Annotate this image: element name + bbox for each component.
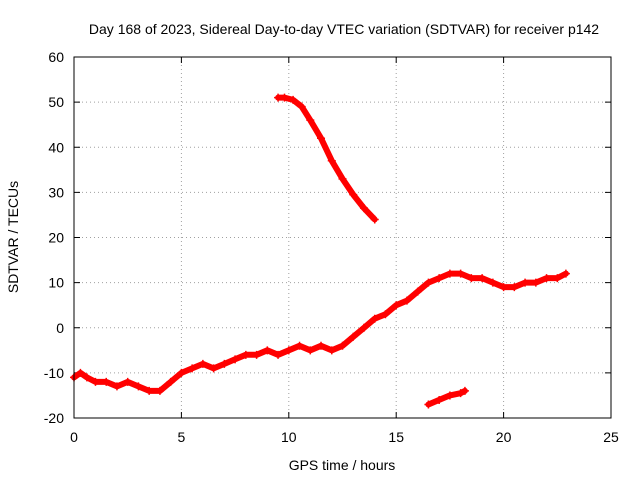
- x-tick-label: 5: [178, 429, 186, 445]
- data-point: [112, 382, 121, 391]
- y-tick-label: 60: [48, 49, 64, 65]
- data-point: [488, 278, 497, 287]
- data-point: [252, 350, 261, 359]
- data-point: [445, 269, 454, 278]
- data-point: [263, 346, 272, 355]
- data-points: [70, 93, 570, 409]
- chart-title: Day 168 of 2023, Sidereal Day-to-day VTE…: [89, 21, 599, 37]
- data-point: [338, 341, 347, 350]
- data-point: [349, 332, 358, 341]
- data-point: [531, 278, 540, 287]
- y-tick-label: -20: [44, 410, 64, 426]
- data-point: [82, 373, 91, 382]
- data-point: [123, 377, 132, 386]
- data-point: [542, 274, 551, 283]
- data-point: [424, 400, 433, 409]
- data-point: [381, 310, 390, 319]
- data-point: [445, 391, 454, 400]
- data-point: [435, 274, 444, 283]
- data-point: [306, 346, 315, 355]
- data-point: [338, 174, 347, 183]
- data-point: [306, 116, 315, 125]
- y-tick-label: -10: [44, 365, 64, 381]
- y-axis-label: SDTVAR / TECUs: [5, 181, 21, 293]
- data-point: [460, 386, 469, 395]
- data-point: [553, 274, 562, 283]
- data-point: [510, 283, 519, 292]
- data-point: [456, 269, 465, 278]
- x-tick-label: 15: [388, 429, 404, 445]
- data-point: [231, 355, 240, 364]
- series-main-trace: [70, 269, 570, 395]
- data-point: [91, 377, 100, 386]
- axis-ticks: 0 5 10 15 20 25 -20 -10 0 10 20 30 40 50 60: [44, 49, 619, 445]
- data-point: [188, 364, 197, 373]
- data-point: [435, 395, 444, 404]
- x-axis-label: GPS time / hours: [289, 457, 396, 473]
- data-point: [274, 350, 283, 359]
- data-point: [521, 278, 530, 287]
- data-point: [402, 296, 411, 305]
- series-upper-segment: [274, 93, 379, 224]
- y-tick-label: 10: [48, 275, 64, 291]
- data-point: [76, 368, 85, 377]
- data-point: [467, 274, 476, 283]
- x-tick-label: 0: [70, 429, 78, 445]
- data-point: [155, 386, 164, 395]
- data-point: [327, 346, 336, 355]
- data-point: [198, 359, 207, 368]
- data-point: [478, 274, 487, 283]
- y-tick-label: 40: [48, 139, 64, 155]
- data-point: [392, 301, 401, 310]
- data-point: [177, 368, 186, 377]
- data-point: [295, 341, 304, 350]
- y-tick-label: 30: [48, 184, 64, 200]
- data-point: [317, 134, 326, 143]
- data-point: [349, 190, 358, 199]
- x-tick-label: 10: [281, 429, 297, 445]
- data-point: [166, 377, 175, 386]
- data-point: [370, 215, 379, 224]
- data-point: [220, 359, 229, 368]
- plot-frame: [73, 56, 612, 419]
- y-tick-label: 0: [56, 320, 64, 336]
- data-point: [102, 377, 111, 386]
- data-point: [456, 389, 465, 398]
- data-point: [359, 204, 368, 213]
- data-point: [327, 156, 336, 165]
- x-tick-label: 25: [603, 429, 619, 445]
- data-point: [145, 386, 154, 395]
- data-point: [413, 287, 422, 296]
- data-point: [561, 269, 570, 278]
- data-point: [209, 364, 218, 373]
- data-point: [424, 278, 433, 287]
- data-point: [284, 346, 293, 355]
- data-point: [370, 314, 379, 323]
- y-tick-label: 50: [48, 94, 64, 110]
- series-lower-segment: [424, 386, 469, 409]
- data-point: [499, 283, 508, 292]
- data-point: [359, 323, 368, 332]
- data-point: [317, 341, 326, 350]
- data-point: [289, 95, 298, 104]
- y-tick-label: 20: [48, 230, 64, 246]
- x-tick-label: 20: [496, 429, 512, 445]
- grid-lines: [74, 57, 611, 418]
- data-point: [241, 350, 250, 359]
- data-point: [297, 102, 306, 111]
- data-point: [280, 93, 289, 102]
- data-point: [134, 382, 143, 391]
